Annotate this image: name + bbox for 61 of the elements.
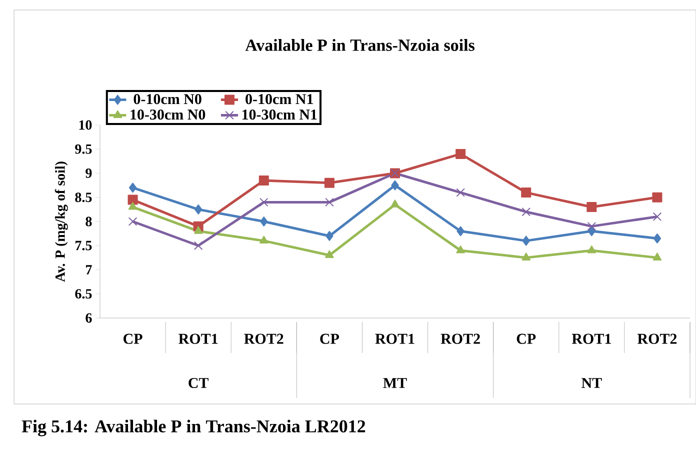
- point: [456, 245, 465, 254]
- point: [128, 217, 138, 226]
- point: [587, 222, 596, 231]
- x-tick-label: ROT2: [244, 334, 284, 344]
- y-tick-label: 10: [79, 120, 92, 130]
- point: [194, 226, 203, 234]
- point: [456, 226, 464, 236]
- point: [260, 198, 268, 207]
- y-tick-label: 8.5: [75, 192, 92, 202]
- point: [652, 192, 662, 202]
- x-tick-label: CP: [320, 334, 340, 344]
- y-tick-label: 7.5: [76, 240, 92, 250]
- point: [391, 180, 399, 190]
- point: [194, 241, 203, 250]
- point: [128, 182, 137, 193]
- y-tick-label: 8: [86, 216, 92, 226]
- point: [326, 230, 334, 241]
- point: [128, 194, 138, 205]
- point: [324, 178, 334, 188]
- point: [194, 204, 202, 214]
- point: [260, 216, 268, 226]
- text: MT: [383, 378, 407, 388]
- chart-title: Available P in Trans-Nzoia soils: [245, 39, 474, 51]
- legend-label: 10-30cm N0: [130, 110, 206, 120]
- legend-label: 0-10cm N1: [246, 94, 313, 104]
- point: [653, 233, 662, 244]
- point: [325, 250, 334, 258]
- point: [588, 226, 596, 236]
- text: CT: [188, 378, 209, 388]
- y-tick-label: 7: [86, 265, 92, 274]
- point: [259, 236, 268, 244]
- x-tick-label: ROT1: [572, 334, 611, 344]
- point: [522, 252, 531, 260]
- y-axis-title: Av. P (mg/kg of soil): [54, 162, 68, 282]
- point: [390, 200, 400, 208]
- point: [522, 207, 530, 216]
- text: NT: [582, 378, 602, 388]
- legend-label: 0-10cm N0: [134, 94, 202, 104]
- point: [456, 148, 466, 159]
- x-tick-label: ROT1: [178, 334, 218, 344]
- point: [522, 236, 530, 246]
- point: [456, 188, 465, 197]
- x-tick-label: CP: [124, 334, 142, 344]
- y-tick-label: 6: [86, 313, 92, 323]
- point: [586, 202, 597, 212]
- x-tick-label: CP: [516, 334, 536, 344]
- legend-label: 10-30cm N1: [242, 110, 317, 120]
- point: [128, 202, 138, 210]
- point: [325, 198, 334, 207]
- caption: Fig 5.14: Available P in Trans-Nzoia LR2012: [22, 420, 366, 436]
- point: [587, 245, 596, 254]
- point: [258, 175, 269, 186]
- y-tick-label: 6.5: [75, 289, 92, 299]
- point: [652, 252, 662, 260]
- y-tick-label: 9: [86, 168, 92, 178]
- point: [521, 188, 532, 198]
- x-tick-label: ROT1: [375, 334, 414, 344]
- y-tick-label: 9.5: [75, 144, 92, 154]
- x-tick-label: ROT2: [440, 334, 480, 344]
- x-tick-label: ROT2: [637, 334, 677, 344]
- point: [652, 212, 662, 222]
